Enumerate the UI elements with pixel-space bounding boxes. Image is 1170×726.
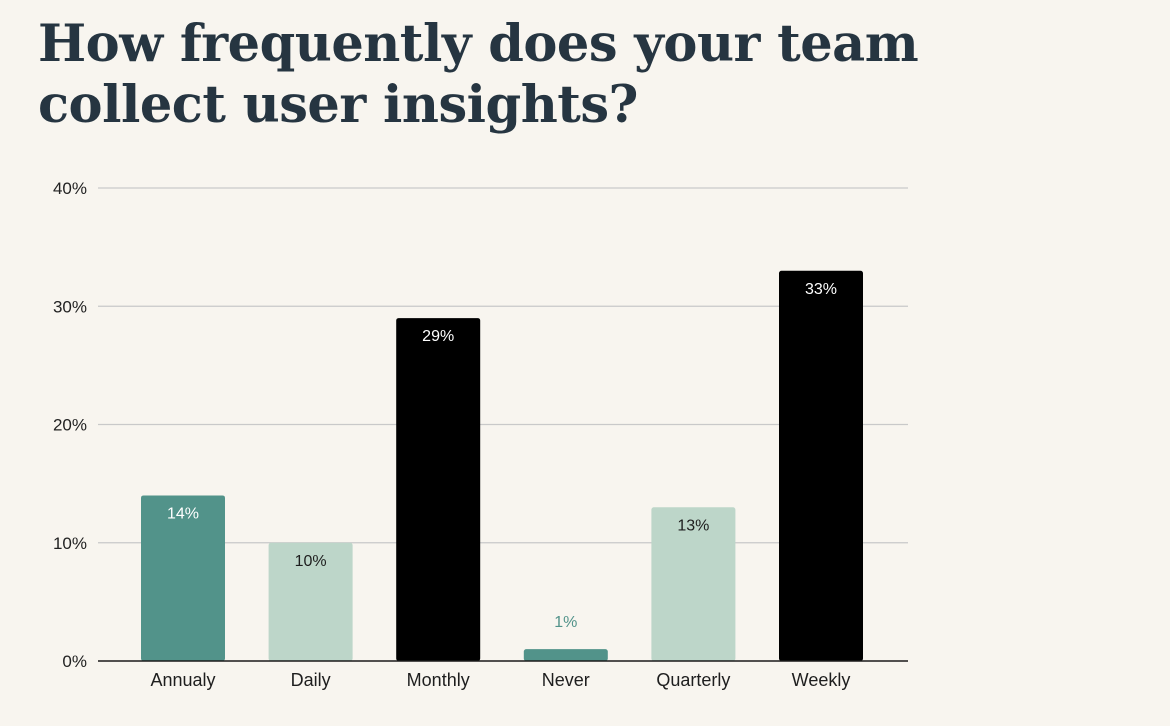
- data-label: 1%: [554, 614, 577, 631]
- data-labels: 14% 10% 29% 1% 13% 33%: [167, 281, 837, 631]
- bar: [523, 649, 608, 661]
- bar: [651, 507, 736, 661]
- data-label: 14%: [167, 505, 199, 522]
- x-axis-category-labels: Annualy Daily Monthly Never Quarterly Weekly: [150, 670, 850, 690]
- y-axis-tick-labels: 0% 10% 20% 30% 40%: [53, 179, 87, 671]
- y-tick-label: 40%: [53, 179, 87, 198]
- x-category-label: Quarterly: [656, 670, 730, 690]
- chart-title: How frequently does your team collect us…: [38, 14, 919, 135]
- y-tick-label: 30%: [53, 297, 87, 316]
- bar: [141, 495, 225, 661]
- x-category-label: Annualy: [150, 670, 215, 690]
- data-label: 29%: [422, 328, 454, 345]
- gridlines: [98, 187, 908, 544]
- data-label: 33%: [805, 281, 837, 298]
- x-category-label: Never: [542, 670, 590, 690]
- y-tick-label: 10%: [53, 534, 87, 553]
- x-category-label: Weekly: [792, 670, 851, 690]
- bars: [141, 270, 863, 661]
- data-label: 10%: [295, 553, 327, 570]
- bar: [779, 270, 863, 661]
- bar: [396, 318, 481, 661]
- y-tick-label: 20%: [53, 416, 87, 435]
- x-category-label: Monthly: [407, 670, 470, 690]
- x-category-label: Daily: [291, 670, 331, 690]
- data-label: 13%: [677, 517, 709, 534]
- y-tick-label: 0%: [62, 652, 87, 671]
- bar: [268, 542, 353, 661]
